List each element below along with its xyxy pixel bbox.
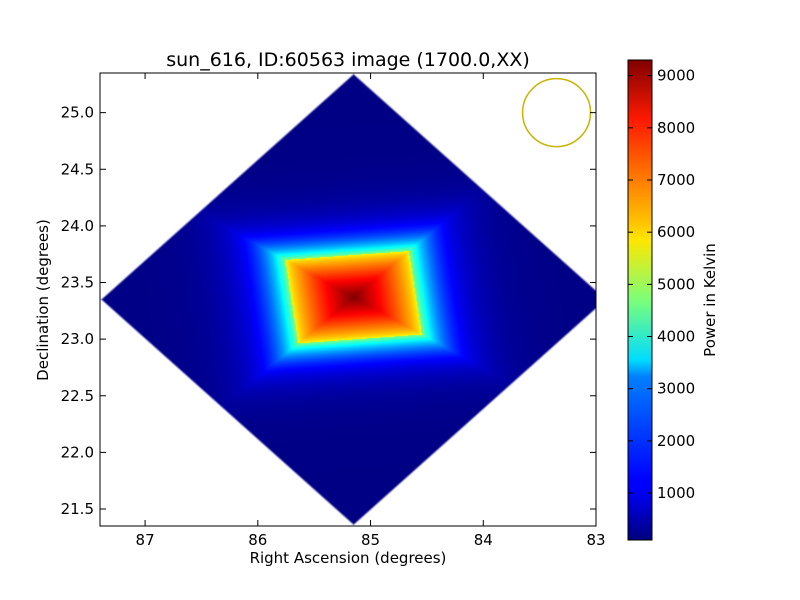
colorbar-tick-label: 5000: [657, 275, 695, 293]
y-axis-label: Declination (degrees): [34, 219, 52, 381]
colorbar-tick-label: 9000: [657, 67, 695, 85]
y-tick-label: 24.0: [61, 217, 94, 235]
colorbar-tick-label: 2000: [657, 432, 695, 450]
colorbar: [627, 59, 653, 541]
colorbar-label: Power in Kelvin: [701, 243, 719, 357]
x-tick-label: 85: [361, 531, 380, 549]
colorbar-ticks: 1000 2000 3000 4000 5000 6000 7000 8000 9000: [628, 67, 695, 502]
chart-title: sun_616, ID:60563 image (1700.0,XX): [166, 49, 530, 71]
y-tick-label: 23.5: [61, 274, 94, 292]
y-tick-label: 25.0: [61, 104, 94, 122]
colorbar-tick-label: 3000: [657, 380, 695, 398]
y-tick-label: 22.0: [61, 443, 94, 461]
y-axis-ticks: 21.5 22.0 22.5 23.0 23.5 24.0 24.5 25.0: [61, 104, 596, 518]
y-tick-label: 21.5: [61, 500, 94, 518]
colorbar-tick-label: 8000: [657, 119, 695, 137]
x-tick-label: 87: [136, 531, 155, 549]
heatmap-image: [100, 73, 596, 526]
colorbar-tick-label: 1000: [657, 484, 695, 502]
x-tick-label: 84: [474, 531, 493, 549]
x-axis-label: Right Ascension (degrees): [250, 549, 447, 567]
x-tick-label: 86: [248, 531, 267, 549]
y-tick-label: 24.5: [61, 160, 94, 178]
colorbar-tick-label: 7000: [657, 171, 695, 189]
colorbar-tick-label: 6000: [657, 223, 695, 241]
colorbar-tick-label: 4000: [657, 328, 695, 346]
plot-area-frame: [99, 72, 597, 527]
y-tick-label: 22.5: [61, 387, 94, 405]
x-axis-ticks: 87 86 85 84 83: [136, 73, 606, 549]
y-tick-label: 23.0: [61, 330, 94, 348]
x-tick-label: 83: [586, 531, 605, 549]
